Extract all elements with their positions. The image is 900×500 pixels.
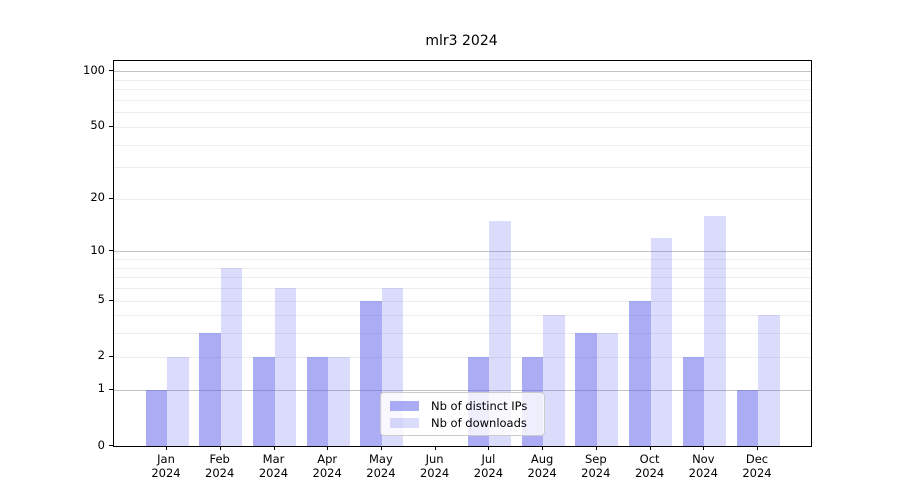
bar-downloads xyxy=(704,216,726,446)
y-axis-label: 100 xyxy=(83,62,105,77)
legend-item-downloads: Nb of downloads xyxy=(390,416,544,430)
bar-distinct-ips xyxy=(306,356,329,446)
y-axis-label: 10 xyxy=(90,242,105,257)
y-axis-label: 20 xyxy=(90,190,105,205)
x-axis-label: Jul 2024 xyxy=(473,452,504,480)
gridline-minor xyxy=(114,277,811,279)
legend-swatch-downloads xyxy=(390,417,419,428)
bar-distinct-ips xyxy=(736,389,758,446)
bar-distinct-ips xyxy=(575,333,597,446)
x-axis-label: Apr 2024 xyxy=(312,452,342,480)
bar-distinct-ips xyxy=(360,300,382,446)
x-axis-tick xyxy=(488,446,490,450)
x-axis-tick xyxy=(542,446,544,450)
x-axis-tick xyxy=(434,446,436,450)
gridline-minor xyxy=(114,112,811,114)
gridline-minor xyxy=(114,333,811,335)
y-axis-label: 50 xyxy=(90,118,105,133)
x-axis-tick xyxy=(703,446,705,450)
gridline-minor xyxy=(114,259,811,261)
gridline-minor xyxy=(114,356,811,358)
x-axis-tick xyxy=(166,446,167,450)
x-axis-tick xyxy=(649,446,651,450)
bar-distinct-ips xyxy=(145,389,167,446)
x-axis-label: Jun 2024 xyxy=(419,452,450,480)
y-axis-tick xyxy=(109,197,113,199)
bar-downloads xyxy=(274,288,296,446)
bar-downloads xyxy=(220,267,243,446)
bar-distinct-ips xyxy=(629,300,651,446)
gridline-minor xyxy=(114,267,811,269)
legend-label-distinct-ips: Nb of distinct IPs xyxy=(431,398,528,413)
y-axis-label: 2 xyxy=(97,348,105,363)
plot-area xyxy=(113,60,812,447)
bar-downloads xyxy=(328,356,350,446)
x-axis-label: Aug 2024 xyxy=(527,452,557,480)
x-axis-label: Dec 2024 xyxy=(742,452,772,480)
x-axis-label: Jan 2024 xyxy=(151,452,181,480)
y-axis-tick xyxy=(109,299,113,301)
bar-downloads xyxy=(650,237,673,446)
x-axis-label: Sep 2024 xyxy=(581,452,611,480)
gridline-minor xyxy=(114,144,811,146)
gridline-minor xyxy=(114,99,811,101)
gridline-major xyxy=(114,389,811,391)
gridline-minor xyxy=(114,167,811,169)
x-axis-tick xyxy=(219,446,221,450)
bar-downloads xyxy=(167,356,189,446)
x-axis-label: Oct 2024 xyxy=(634,452,665,480)
x-axis-tick xyxy=(273,446,275,450)
gridline-minor xyxy=(114,126,811,128)
legend-item-distinct-ips: Nb of distinct IPs xyxy=(390,399,544,413)
legend-swatch-distinct-ips xyxy=(390,400,419,411)
x-axis-label: Nov 2024 xyxy=(688,452,718,480)
x-axis-tick xyxy=(595,446,597,450)
bar-downloads xyxy=(543,315,565,446)
y-axis-tick xyxy=(109,250,113,252)
chart-title: mlr3 2024 xyxy=(425,33,498,49)
gridline-major xyxy=(114,251,811,253)
bar-downloads xyxy=(489,220,511,446)
y-axis-tick xyxy=(109,70,113,72)
y-axis-label: 0 xyxy=(97,437,105,452)
gridline-minor xyxy=(114,300,811,302)
x-axis-label: May 2024 xyxy=(366,452,396,480)
x-axis-tick xyxy=(327,446,329,450)
x-axis-tick xyxy=(380,446,382,450)
x-axis-tick xyxy=(757,446,758,450)
gridline-minor xyxy=(114,198,811,200)
y-axis-tick xyxy=(109,388,113,390)
bar-distinct-ips xyxy=(199,333,221,446)
y-axis-tick xyxy=(109,125,113,127)
bar-distinct-ips xyxy=(682,356,705,446)
gridline-minor xyxy=(114,79,811,81)
gridline-minor xyxy=(114,315,811,317)
gridline-minor xyxy=(114,89,811,91)
gridline-major xyxy=(114,71,811,73)
bar-downloads xyxy=(758,315,780,446)
y-axis-label: 1 xyxy=(97,381,105,396)
x-axis-label: Mar 2024 xyxy=(258,452,289,480)
bar-downloads xyxy=(596,333,619,446)
legend-label-downloads: Nb of downloads xyxy=(431,415,527,430)
legend: Nb of distinct IPs Nb of downloads xyxy=(380,392,545,436)
x-axis-label: Feb 2024 xyxy=(205,452,235,480)
bar-distinct-ips xyxy=(253,356,275,446)
y-axis-tick xyxy=(109,445,113,446)
y-axis-label: 5 xyxy=(97,292,105,306)
gridline-minor xyxy=(114,288,811,289)
y-axis-tick xyxy=(109,355,113,357)
